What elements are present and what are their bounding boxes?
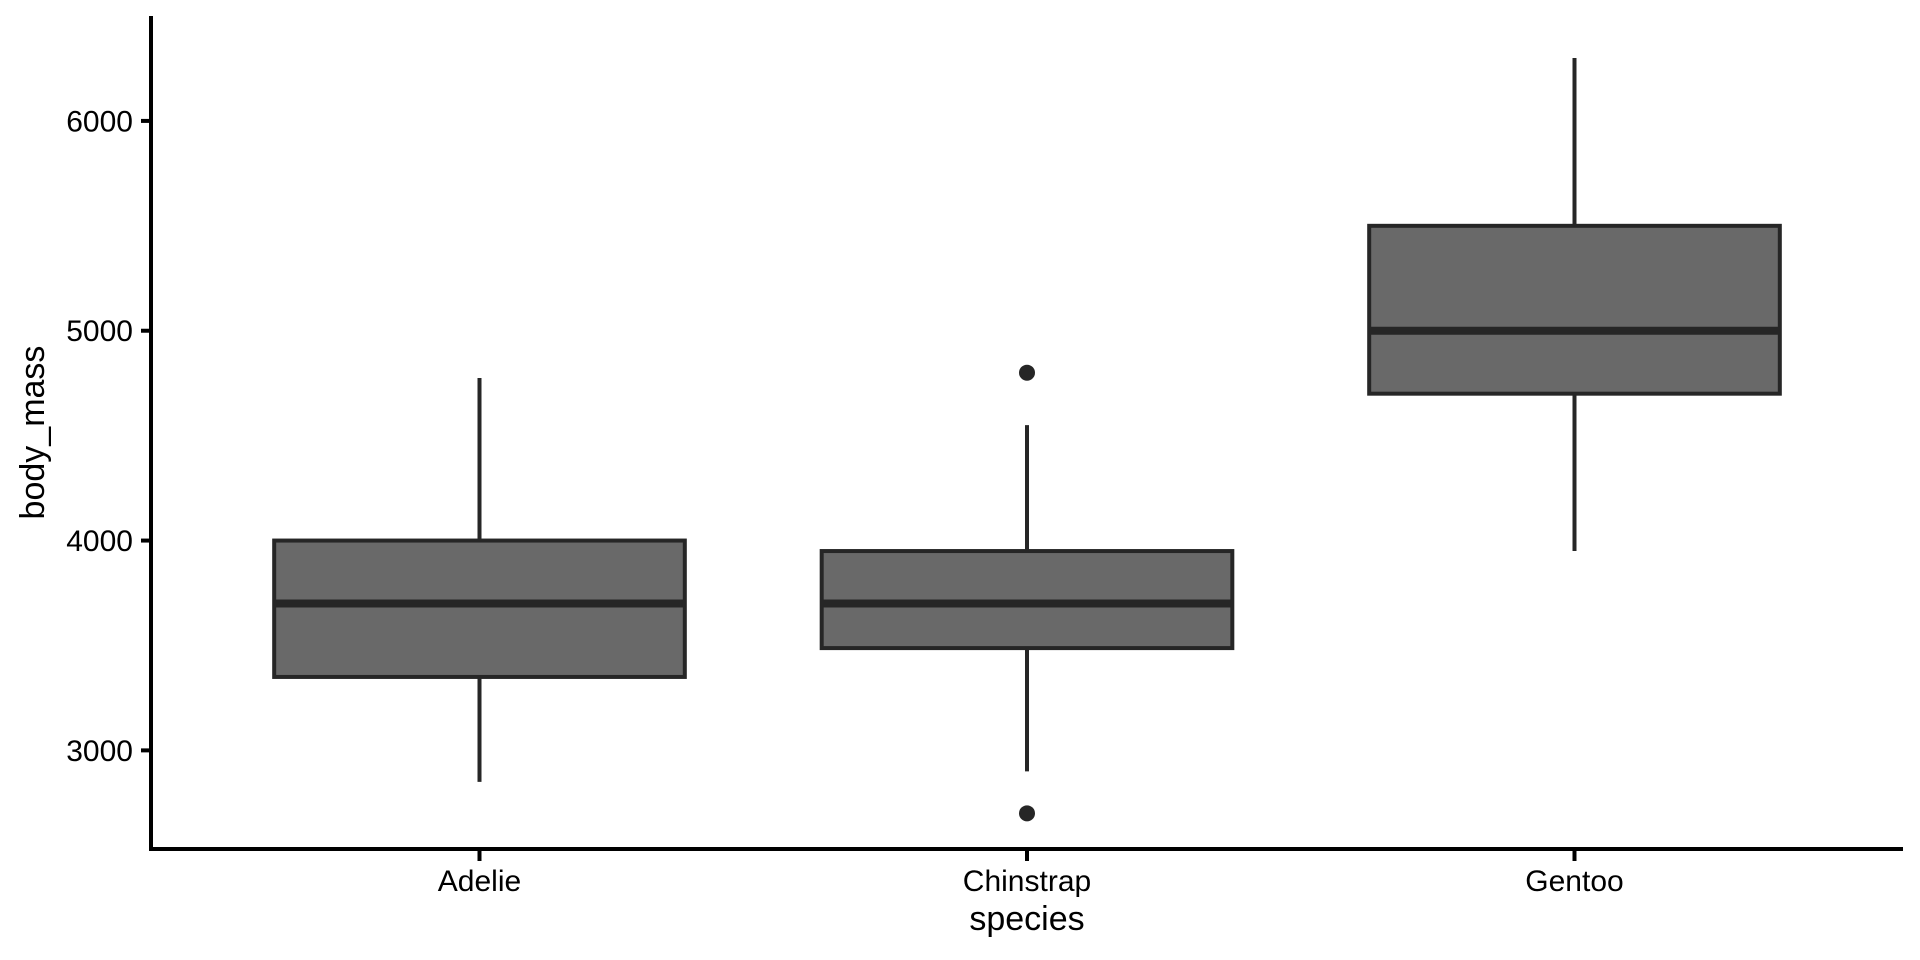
y-tick-label: 6000 xyxy=(66,105,133,138)
outlier-chinstrap xyxy=(1019,805,1035,822)
x-tick-label-gentoo: Gentoo xyxy=(1525,865,1623,898)
outlier-chinstrap xyxy=(1019,364,1035,381)
box-gentoo xyxy=(1367,223,1782,396)
box-adelie xyxy=(272,538,687,679)
y-axis-title: body_mass xyxy=(14,346,52,520)
x-axis-title: species xyxy=(969,900,1084,938)
y-tick-label: 3000 xyxy=(66,735,133,768)
y-tick-label: 4000 xyxy=(66,525,133,558)
x-tick-label-adelie: Adelie xyxy=(438,865,521,898)
x-tick-label-chinstrap: Chinstrap xyxy=(963,865,1091,898)
y-tick-label: 5000 xyxy=(66,315,133,348)
